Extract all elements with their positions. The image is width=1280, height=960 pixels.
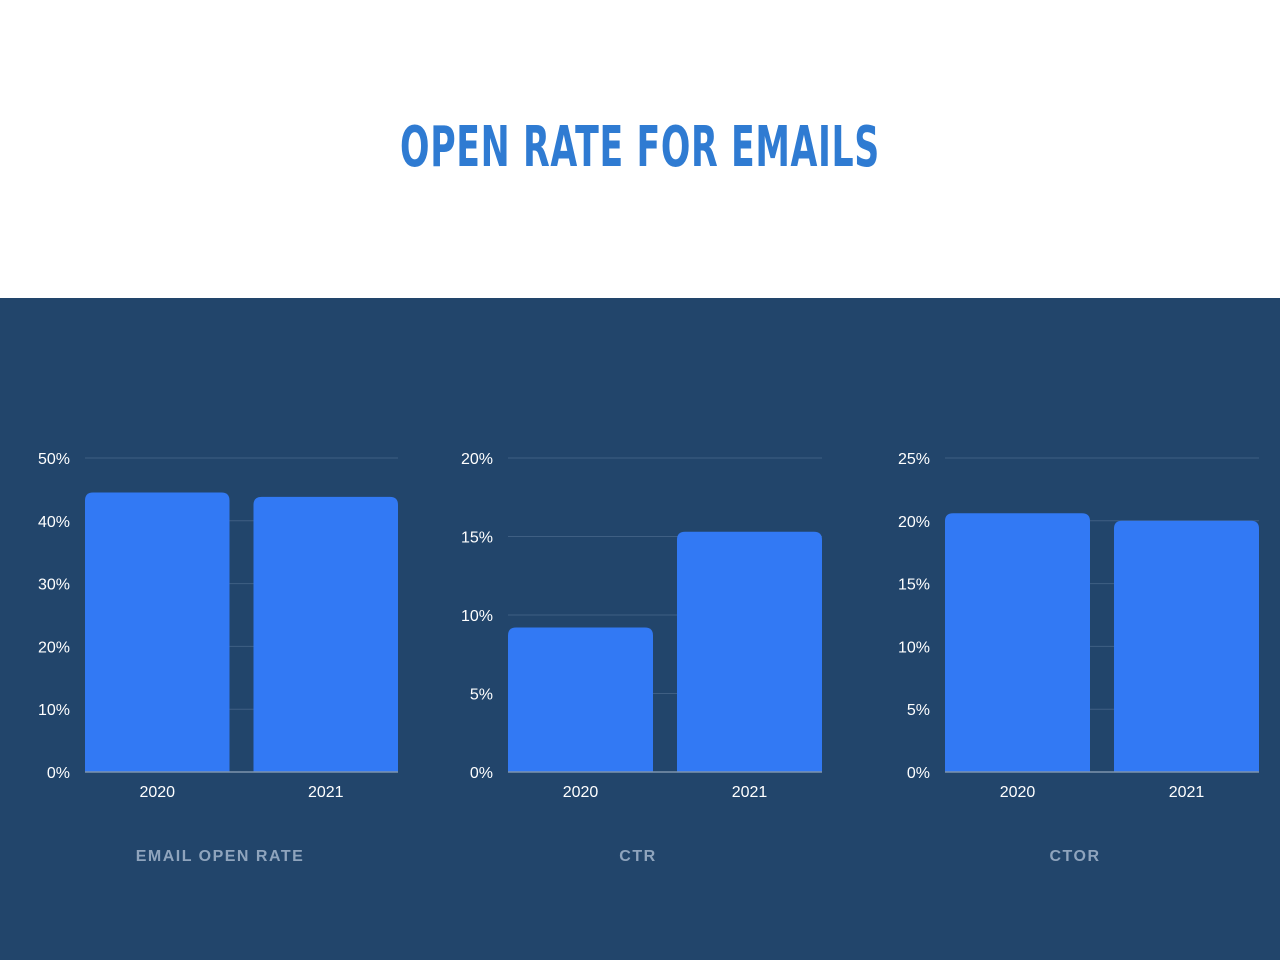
x-tick-label: 2021	[1169, 784, 1205, 801]
y-tick-label: 20%	[38, 639, 70, 656]
page-title: OPEN RATE FOR EMAILS	[400, 115, 880, 180]
y-tick-label: 15%	[461, 530, 493, 547]
chart-3: 0% 5% 10% 15% 20% 25% 2020 2021 CTOR	[898, 451, 1259, 865]
bar-2020	[945, 513, 1090, 772]
y-tick-label: 50%	[38, 451, 70, 468]
x-tick-label: 2020	[563, 784, 599, 801]
header: OPEN RATE FOR EMAILS	[0, 0, 1280, 298]
y-tick-label: 30%	[38, 577, 70, 594]
y-tick-label: 10%	[38, 702, 70, 719]
y-tick-label: 0%	[907, 765, 930, 782]
y-tick-label: 5%	[907, 702, 930, 719]
y-tick-label: 0%	[470, 765, 493, 782]
chart-caption: EMAIL OPEN RATE	[136, 848, 305, 865]
bar-2021	[1114, 520, 1259, 772]
y-tick-label: 5%	[470, 687, 493, 704]
y-tick-label: 25%	[898, 451, 930, 468]
bar-2020	[508, 627, 653, 772]
y-tick-label: 40%	[38, 514, 70, 531]
bar-2020	[85, 492, 230, 772]
y-tick-label: 20%	[898, 514, 930, 531]
x-tick-label: 2021	[308, 784, 344, 801]
chart-1: 0% 10% 20% 30% 40% 50% 2020 2021 EMAIL OPEN RATE	[38, 451, 398, 865]
x-tick-label: 2020	[1000, 784, 1036, 801]
bar-2021	[253, 496, 398, 772]
chart-2: 0% 5% 10% 15% 20% 2020 2021 CTR	[461, 451, 822, 865]
x-tick-label: 2021	[732, 784, 768, 801]
y-tick-label: 10%	[461, 608, 493, 625]
chart-caption: CTR	[619, 848, 656, 865]
chart-caption: CTOR	[1049, 848, 1100, 865]
bar-2021	[677, 531, 822, 772]
y-tick-label: 10%	[898, 639, 930, 656]
x-tick-label: 2020	[139, 784, 175, 801]
y-tick-label: 0%	[47, 765, 70, 782]
y-tick-label: 15%	[898, 577, 930, 594]
y-tick-label: 20%	[461, 451, 493, 468]
